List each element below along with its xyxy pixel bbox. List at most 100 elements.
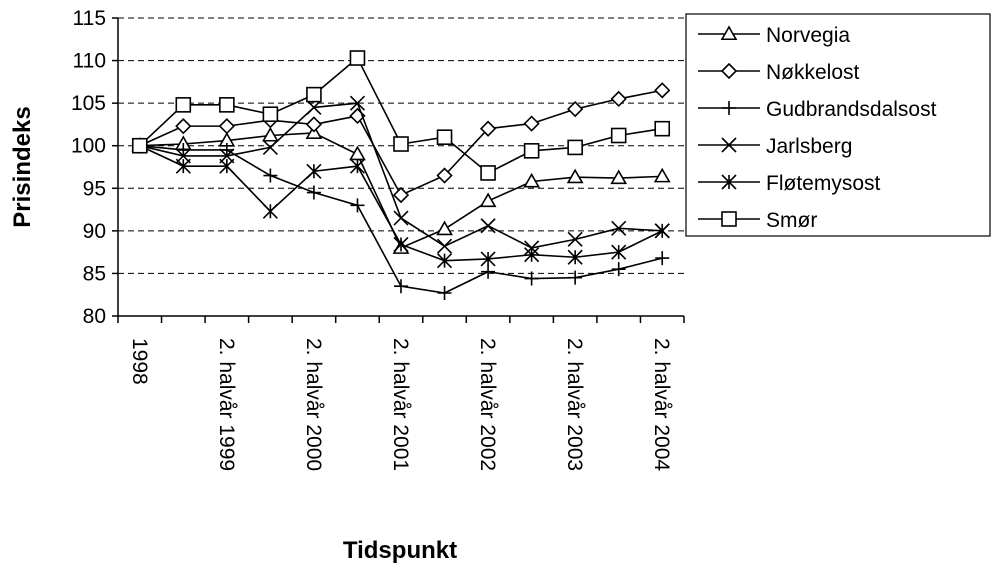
data-point — [219, 97, 235, 113]
data-point — [392, 186, 410, 204]
data-point — [262, 139, 278, 155]
data-point — [566, 168, 584, 184]
data-point — [436, 253, 453, 269]
data-point — [654, 223, 670, 239]
series-square — [131, 50, 671, 181]
data-point — [306, 185, 321, 200]
legend-label: Nøkkelost — [766, 61, 860, 84]
legend-label: Fløtemysost — [766, 172, 881, 195]
data-point — [480, 251, 496, 267]
data-point — [523, 115, 540, 132]
data-point — [219, 158, 235, 174]
legend: Norvegia Nøkkelost Gudbrandsdalsost Jarlsbe… — [685, 13, 991, 237]
y-tick-label: 85 — [83, 262, 106, 285]
data-point — [131, 137, 148, 154]
legend-label: Norvegia — [766, 24, 850, 47]
data-point — [350, 198, 365, 213]
legend-marker — [721, 174, 737, 190]
data-point — [480, 165, 496, 181]
data-point — [654, 120, 671, 137]
y-tick-label: 90 — [83, 220, 106, 243]
series-line — [139, 144, 663, 294]
data-point — [262, 203, 278, 219]
data-point — [479, 192, 497, 208]
data-point — [480, 218, 496, 234]
data-point — [437, 286, 452, 301]
data-point — [567, 100, 584, 118]
data-point — [393, 236, 409, 253]
data-point — [436, 238, 453, 254]
data-point — [611, 262, 626, 277]
legend-marker — [720, 62, 738, 80]
data-point — [262, 126, 279, 142]
legend-marker — [721, 211, 737, 227]
y-ticks: 80 85 90 95 100 105 110 115 — [71, 7, 118, 328]
legend-marker — [722, 101, 736, 115]
legend-frame — [685, 13, 991, 237]
data-point — [306, 163, 322, 179]
data-point — [524, 271, 539, 286]
data-point — [436, 220, 453, 236]
data-point — [611, 220, 627, 236]
data-point — [568, 270, 583, 285]
y-tick-label: 100 — [71, 135, 106, 158]
legend-marker — [720, 25, 738, 41]
data-point — [655, 251, 670, 266]
series-group — [131, 50, 671, 301]
data-point — [653, 167, 671, 183]
data-point — [611, 244, 627, 260]
legend-entry: Nøkkelost — [698, 61, 860, 84]
data-point — [654, 82, 671, 99]
x-tick-label: 2. halvår 2002 — [476, 338, 499, 471]
data-point — [175, 117, 192, 135]
data-point — [305, 116, 323, 133]
y-tick-label: 105 — [71, 92, 106, 115]
data-point — [349, 145, 366, 161]
series-plus — [132, 138, 670, 301]
data-point — [349, 95, 366, 111]
data-point — [610, 127, 627, 144]
data-point — [524, 247, 540, 263]
x-tick-label: 2. halvår 2001 — [389, 338, 412, 471]
data-point — [175, 158, 191, 174]
data-point — [523, 143, 540, 159]
data-point — [262, 106, 279, 123]
data-point — [436, 129, 453, 145]
data-point — [610, 90, 627, 108]
legend-marker — [721, 137, 737, 153]
data-point — [567, 231, 583, 247]
y-axis-title: Prisindeks — [9, 106, 36, 227]
data-point — [436, 167, 453, 184]
legend-entry: Jarlsberg — [698, 135, 852, 158]
data-point — [349, 158, 366, 174]
y-tick-label: 80 — [83, 305, 106, 328]
x-ticks: 1998 2. halvår 1999 2. halvår 2000 2. halvå… — [117, 316, 685, 471]
data-point — [610, 169, 628, 185]
data-point — [393, 136, 409, 152]
data-point — [263, 168, 278, 183]
data-point — [306, 99, 322, 115]
data-point — [175, 97, 192, 113]
y-tick-label: 110 — [73, 50, 106, 73]
y-tick-label: 115 — [73, 7, 106, 30]
data-point — [176, 142, 191, 157]
data-point — [349, 50, 366, 66]
data-point — [481, 264, 496, 279]
series-line — [139, 102, 663, 249]
legend-entry: Fløtemysost — [698, 172, 881, 195]
data-point — [394, 279, 408, 294]
legend-label: Jarlsberg — [766, 135, 852, 158]
y-tick-label: 95 — [83, 177, 106, 200]
legend-label: Smør — [766, 209, 817, 232]
x-tick-label: 2. halvår 1999 — [215, 338, 238, 471]
x-tick-label: 2. halvår 2003 — [563, 338, 586, 471]
data-point — [567, 139, 583, 156]
data-point — [218, 117, 235, 135]
legend-entry: Norvegia — [698, 24, 850, 47]
legend-label: Gudbrandsdalsost — [766, 98, 937, 121]
x-tick-label: 2. halvår 2004 — [650, 338, 673, 471]
x-tick-label: 2. halvår 2000 — [302, 338, 325, 471]
data-point — [523, 172, 540, 188]
legend-entry: Gudbrandsdalsost — [698, 98, 937, 121]
